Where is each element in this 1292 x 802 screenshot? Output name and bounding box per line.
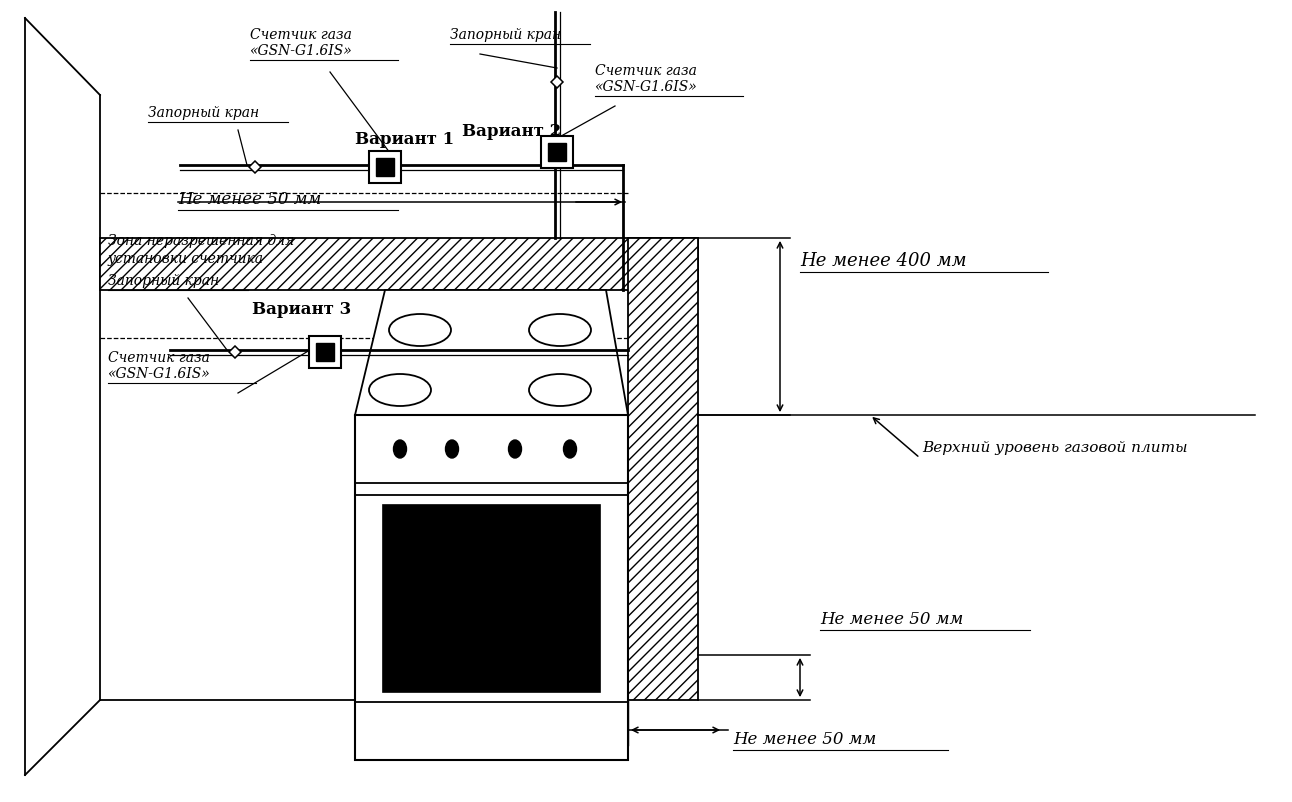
Bar — [628, 238, 698, 700]
Bar — [376, 158, 394, 176]
Text: «GSN-G1.6IS»: «GSN-G1.6IS» — [109, 367, 211, 381]
Bar — [99, 238, 698, 290]
Bar — [382, 505, 599, 692]
Text: Зона неразрешенная для: Зона неразрешенная для — [109, 234, 295, 248]
Bar — [317, 343, 333, 361]
Text: Вариант 2: Вариант 2 — [463, 123, 561, 140]
Ellipse shape — [394, 440, 407, 458]
Text: Запорный кран: Запорный кран — [149, 106, 260, 120]
Polygon shape — [550, 76, 563, 88]
Text: Вариант 3: Вариант 3 — [252, 301, 351, 318]
Polygon shape — [355, 290, 628, 415]
Bar — [548, 144, 566, 160]
Text: Не менее 50 мм: Не менее 50 мм — [733, 731, 876, 748]
Text: «GSN-G1.6IS»: «GSN-G1.6IS» — [249, 44, 353, 58]
Ellipse shape — [509, 440, 522, 458]
Polygon shape — [249, 161, 261, 173]
Ellipse shape — [563, 440, 576, 458]
Text: Не менее 50 мм: Не менее 50 мм — [820, 611, 964, 628]
Text: Не менее 400 мм: Не менее 400 мм — [800, 252, 966, 270]
Bar — [541, 136, 572, 168]
Ellipse shape — [389, 314, 451, 346]
Text: Не менее 50 мм: Не менее 50 мм — [178, 191, 322, 208]
Text: установки счетчика: установки счетчика — [109, 252, 264, 266]
Polygon shape — [229, 346, 242, 358]
Text: Запорный кран: Запорный кран — [109, 274, 220, 288]
Ellipse shape — [446, 440, 459, 458]
Bar — [370, 151, 401, 183]
Ellipse shape — [528, 314, 590, 346]
Text: Счетчик газа: Счетчик газа — [596, 64, 696, 78]
Text: Счетчик газа: Счетчик газа — [109, 351, 209, 365]
Ellipse shape — [370, 374, 432, 406]
Bar — [309, 336, 341, 368]
Text: Запорный кран: Запорный кран — [450, 28, 561, 42]
Text: Верхний уровень газовой плиты: Верхний уровень газовой плиты — [922, 441, 1187, 455]
Ellipse shape — [528, 374, 590, 406]
Text: «GSN-G1.6IS»: «GSN-G1.6IS» — [596, 80, 698, 94]
Text: Вариант 1: Вариант 1 — [355, 131, 453, 148]
Bar — [355, 415, 628, 760]
Text: Счетчик газа: Счетчик газа — [249, 28, 351, 42]
